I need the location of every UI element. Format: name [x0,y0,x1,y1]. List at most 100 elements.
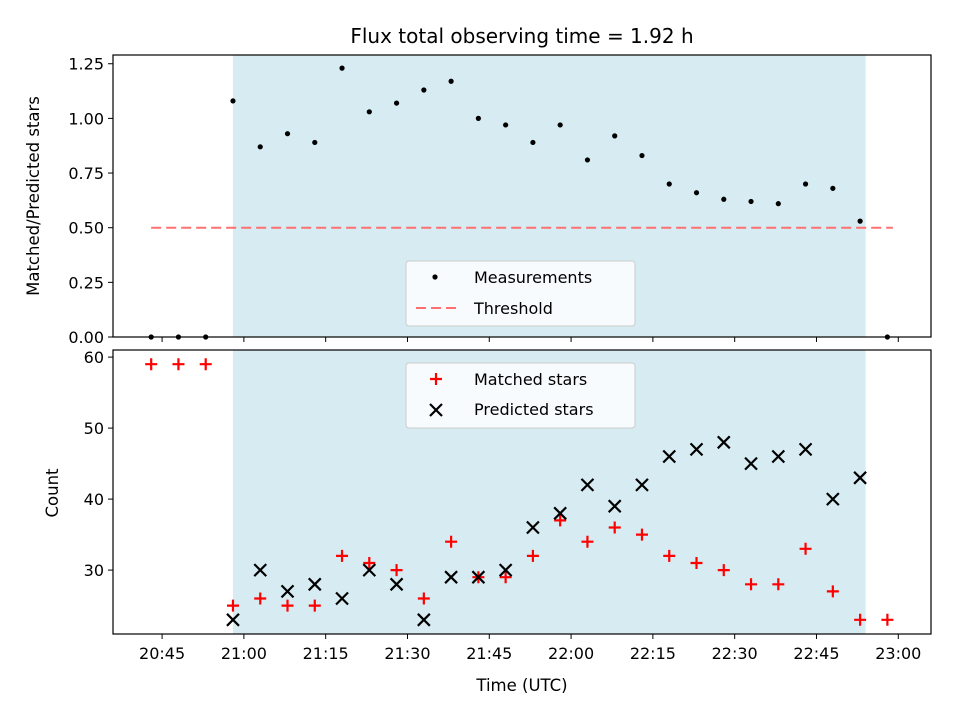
measurement-point [748,198,754,205]
top-legend-box [405,260,636,327]
measurement-point [284,131,291,137]
y-tick-label: 0.75 [68,164,104,183]
measurement-point [312,139,318,146]
matched-star-point [199,358,212,371]
predicted-star-point [389,577,404,592]
predicted-star-point [771,449,786,464]
matched-star-point [772,578,785,591]
predicted-star-point [335,591,349,606]
matched-star-point [363,557,376,569]
y-tick-label: 60 [84,348,104,367]
predicted-star-point [444,570,458,584]
matched-star-point [445,535,458,548]
predicted-star-point [253,563,268,577]
x-tick-label: 21:30 [384,644,430,663]
predicted-star-point [744,456,758,471]
y-tick-label: 0.25 [68,273,104,292]
legend-matched-marker [430,373,442,385]
measurement-point [693,190,700,196]
y-tick-label: 0.00 [68,328,104,347]
legend-matched-label: Matched stars [474,370,587,389]
matched-star-point [554,514,567,527]
predicted-star-point [826,492,840,506]
matched-star-point [254,592,267,605]
matched-star-point [145,358,158,371]
legend-measurement-marker [432,274,438,280]
top-y-axis-label: Matched/Predicted stars [24,96,43,296]
y-tick-label: 1.25 [68,55,104,74]
x-tick-label: 22:15 [630,644,676,663]
predicted-star-points [226,435,867,627]
predicted-star-point [798,442,813,457]
x-tick-label: 22:30 [712,644,758,663]
measurement-point [503,122,509,128]
top-legend: Measurements Threshold [405,260,636,327]
matched-star-point [608,521,621,534]
matched-star-point [417,592,430,605]
measurement-point [557,122,563,128]
measurement-point [775,201,781,207]
ratio-panel: 0.00 0.25 0.50 0.75 1.00 1.25 Matched/Predict… [24,54,932,347]
x-tick-label: 20:45 [139,644,185,663]
measurement-point [421,87,427,93]
x-tick-label: 21:45 [466,644,512,663]
measurement-point [230,98,236,104]
predicted-star-point [662,449,677,464]
predicted-star-point [689,442,704,457]
bottom-x-ticks: 20:45 21:00 21:15 21:30 21:45 22:00 22:15 22:30… [139,634,921,663]
matched-star-point [226,599,239,612]
predicted-star-point [553,506,567,521]
bottom-y-ticks: 30 40 50 60 [84,348,113,580]
measurement-point [366,109,372,115]
matched-star-point [745,578,758,591]
top-y-ticks: 0.00 0.25 0.50 0.75 1.00 1.25 [68,55,113,347]
y-tick-label: 0.50 [68,219,104,238]
predicted-star-point [226,613,240,627]
matched-star-point [526,549,539,562]
predicted-star-point [498,563,513,577]
matched-star-point [799,542,812,555]
measurement-point [257,144,263,150]
y-tick-label: 40 [84,490,104,509]
top-x-ticks [161,337,899,342]
matched-star-points [145,358,894,626]
x-axis-label: Time (UTC) [475,676,567,695]
measurement-point [802,181,809,187]
measurement-point [666,181,672,187]
bottom-axes-frame [112,349,932,635]
measurement-point [475,115,481,121]
matched-star-point [826,585,839,598]
predicted-star-point [635,478,649,492]
matched-star-point [308,599,321,612]
predicted-star-point [307,577,322,592]
matched-star-point [336,549,349,562]
x-tick-label: 21:00 [221,644,267,663]
measurement-point [584,157,591,163]
predicted-star-point [607,499,622,513]
matched-star-point [390,564,403,577]
matched-star-point [717,564,730,577]
measurement-point [530,139,536,146]
matched-star-point [499,571,512,584]
predicted-star-point [280,584,295,599]
bottom-legend-box [405,362,636,429]
y-tick-label: 50 [84,419,104,438]
legend-predicted-label: Predicted stars [474,400,594,419]
matched-star-point [881,613,894,626]
x-tick-label: 22:00 [548,644,594,663]
x-tick-label: 22:45 [793,644,839,663]
measurement-points [148,65,890,340]
measurement-point [721,196,727,202]
predicted-star-point [471,570,486,584]
predicted-star-point [580,478,595,492]
predicted-star-point [526,520,540,535]
legend-predicted-marker [429,403,443,417]
measurement-point [639,152,645,159]
legend-threshold-label: Threshold [473,299,553,318]
bottom-legend: Matched stars Predicted stars [405,362,636,429]
predicted-star-point [417,613,431,627]
x-tick-label: 23:00 [875,644,921,663]
matched-star-point [281,599,294,612]
